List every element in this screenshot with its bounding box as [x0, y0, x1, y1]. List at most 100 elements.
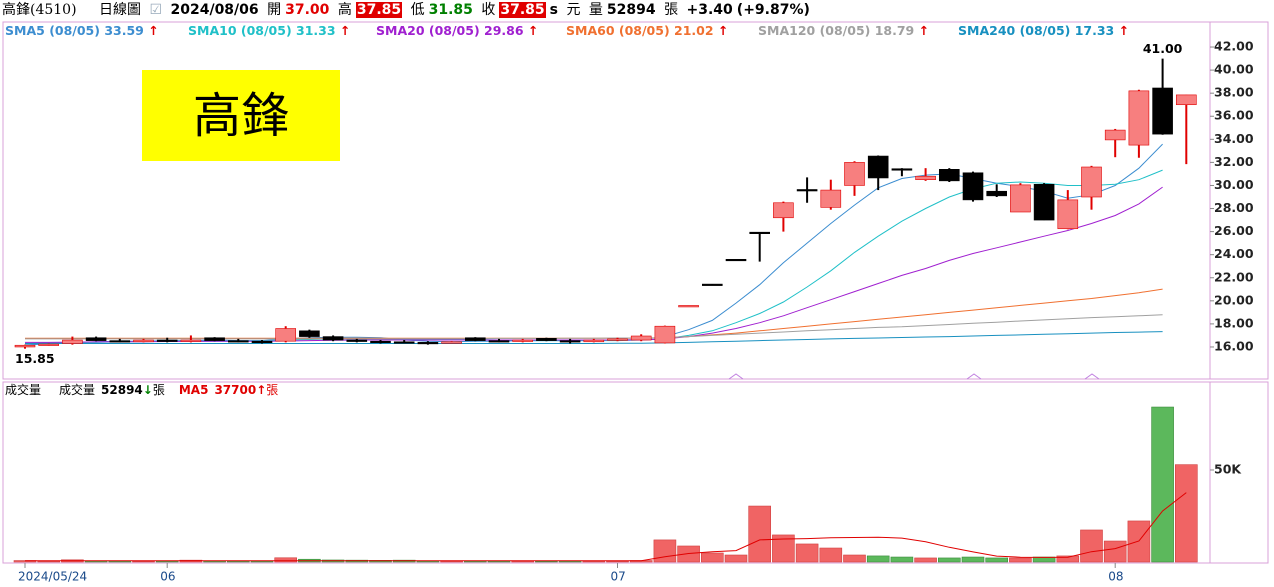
- candle-body: [417, 342, 439, 345]
- candle-body: [607, 338, 628, 341]
- y-tick-label: 18.00: [1214, 315, 1254, 330]
- candle-body: [251, 340, 273, 344]
- candle-body: [133, 339, 154, 343]
- candle-body: [204, 337, 225, 341]
- y-tick-label: 50K: [1214, 461, 1242, 476]
- volume-bar: [866, 555, 890, 563]
- legend-arrow: ↑: [340, 23, 350, 38]
- low-label: 低: [410, 2, 425, 18]
- candle-body: [1152, 87, 1173, 135]
- close: 37.85: [499, 2, 546, 18]
- candle-body: [393, 341, 415, 344]
- candle-body: [180, 339, 202, 342]
- x-tick-label: 07: [611, 570, 626, 584]
- candle-body: [536, 338, 557, 341]
- volume-bar: [440, 560, 463, 563]
- legend-legend-value: 33.59: [104, 23, 144, 38]
- volume-bar: [1056, 555, 1080, 563]
- volume-unit: 張: [664, 2, 679, 18]
- candle-body: [228, 340, 249, 343]
- candle-body: [109, 340, 131, 343]
- legend-name: SMA240: [958, 23, 1016, 38]
- s: s: [549, 2, 558, 18]
- candle-body: [62, 339, 83, 344]
- y-tick-label: 20.00: [1214, 292, 1254, 307]
- y-tick-label: 24.00: [1214, 246, 1254, 261]
- legend-arrow: ↑: [148, 23, 158, 38]
- legend-arrow: ↑: [919, 23, 929, 38]
- candle-body: [299, 330, 320, 337]
- marker: [966, 373, 982, 380]
- legend-entry: SMA20 (08/05) 29.86 ↑: [376, 23, 538, 38]
- candle-body: [938, 169, 960, 182]
- candle-body: [796, 189, 818, 192]
- volume-bar: [819, 547, 843, 563]
- candle-body: [85, 337, 107, 341]
- date: 2024/08/06: [170, 2, 259, 18]
- candle-body: [559, 340, 581, 343]
- currency: 元: [566, 2, 581, 18]
- y-tick-label: 38.00: [1214, 85, 1254, 100]
- legend-legend-value: 17.33: [1075, 23, 1115, 38]
- y-tick-label: 26.00: [1214, 223, 1254, 238]
- candle-body: [1128, 90, 1150, 146]
- candle-body: [915, 175, 936, 180]
- volume-unit: 張: [153, 383, 165, 397]
- legend-name: SMA60: [566, 23, 615, 38]
- candle-body: [1057, 199, 1079, 230]
- candle-body: [488, 340, 510, 343]
- volume-bar: [274, 557, 298, 563]
- checkbox[interactable]: ☑: [149, 2, 163, 18]
- volume-name: 成交量: [59, 382, 95, 397]
- candle-body: [1176, 94, 1197, 106]
- volume-bar: [155, 560, 179, 563]
- legend-legend-date: (08/05): [820, 23, 871, 38]
- y-tick-label: 28.00: [1214, 200, 1254, 215]
- low-label: 15.85: [15, 351, 55, 366]
- volume-bar: [795, 543, 819, 563]
- volume: 52894: [606, 2, 656, 18]
- legend-entry: SMA120 (08/05) 18.79 ↑: [758, 23, 929, 38]
- ma-value: 37700: [214, 383, 256, 397]
- sma-line: [24, 143, 1163, 346]
- legend-arrow: ↑: [718, 23, 728, 38]
- candle-body: [891, 168, 913, 171]
- y-tick-label: 32.00: [1214, 154, 1254, 169]
- volume-bar: [558, 560, 582, 563]
- candle-body: [749, 231, 771, 234]
- y-tick-label: 22.00: [1214, 269, 1254, 284]
- volume-bar: [890, 556, 914, 563]
- volume-arrow: ↓: [143, 383, 153, 397]
- volume-bar: [1080, 529, 1103, 563]
- volume-bar: [914, 557, 937, 563]
- volume-bar: [985, 557, 1009, 563]
- low: 31.85: [428, 2, 473, 18]
- legend-legend-date: (08/05): [619, 23, 670, 38]
- volume-legend: 成交量 成交量 52894↓張 MA5 37700↑張: [5, 382, 278, 397]
- volume-bar: [1151, 406, 1174, 563]
- candle-body: [275, 328, 297, 342]
- legend-legend-date: (08/05): [429, 23, 480, 38]
- volume-bar: [843, 554, 866, 563]
- candle-body: [156, 339, 178, 342]
- candle-body: [725, 258, 747, 262]
- legend-name: SMA10: [188, 23, 237, 38]
- y-tick-label: 34.00: [1214, 131, 1254, 146]
- candle-body: [773, 202, 794, 219]
- volume-bar: [463, 560, 487, 563]
- volume-bar: [511, 560, 535, 563]
- legend-entry: SMA240 (08/05) 17.33 ↑: [958, 23, 1129, 38]
- legend-name: SMA5: [5, 23, 45, 38]
- volume-value: 52894: [101, 383, 143, 397]
- volume-bar: [937, 557, 961, 563]
- candle-body: [1081, 166, 1102, 198]
- volume-bar: [487, 560, 511, 563]
- price-panel: [2, 21, 1269, 380]
- ma-arrow: ↑: [256, 383, 266, 397]
- legend-legend-value: 31.33: [296, 23, 336, 38]
- volume-bar: [535, 560, 558, 563]
- candle-body: [867, 155, 889, 179]
- high-label: 41.00: [1143, 41, 1183, 56]
- volume-ma-line: [25, 492, 1187, 562]
- legend-legend-date: (08/05): [241, 23, 292, 38]
